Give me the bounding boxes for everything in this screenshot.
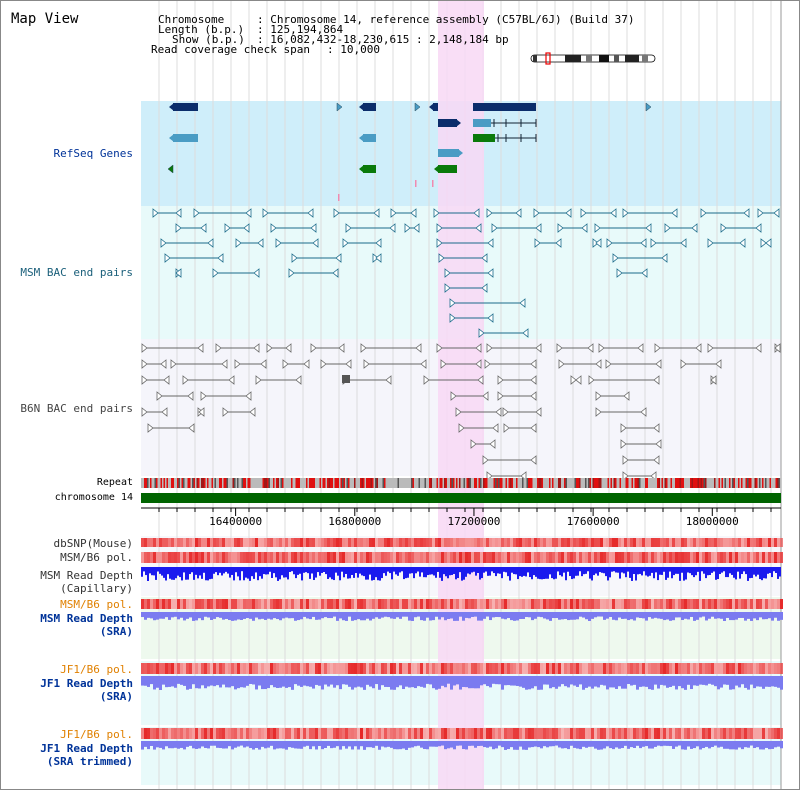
page-title: Map View — [11, 11, 79, 27]
gene-marker — [336, 102, 343, 112]
gene-marker — [414, 102, 421, 112]
refseq-gene — [363, 134, 376, 142]
read-coverage-span-key: Read coverage check span — [151, 43, 310, 56]
read-coverage-span-value: : 10,000 — [327, 43, 380, 56]
track-label-msm-depth-capillary[interactable]: MSM Read Depth — [40, 569, 133, 582]
repeat-track — [141, 478, 781, 488]
track-label-jf1-depth-trimmed[interactable]: JF1 Read Depth — [40, 742, 133, 755]
track-label-jf1-depth-sra[interactable]: JF1 Read Depth — [40, 677, 133, 690]
track-label-msm-b6-pol-sra[interactable]: MSM/B6 pol. — [60, 598, 133, 611]
track-label-msm-bac[interactable]: MSM BAC end pairs — [20, 266, 133, 279]
track-label-jf1-depth-sra-sub: (SRA) — [99, 690, 133, 703]
chromosome-ideogram[interactable] — [529, 52, 659, 66]
current-region-marker — [545, 52, 551, 65]
track-label-msm-depth-capillary-sub: (Capillary) — [60, 582, 133, 595]
track-label-refseq-genes[interactable]: RefSeq Genes — [53, 147, 133, 160]
show-key: Show (b.p.) — [172, 33, 245, 46]
refseq-gene — [473, 134, 495, 142]
refseq-gene — [438, 149, 459, 157]
track-label-chromosome: chromosome 14 — [54, 492, 133, 503]
dbsnp-heat-strip — [141, 538, 781, 547]
axis-tick-label: 17200000 — [447, 515, 500, 528]
selected-region-highlight — [438, 1, 484, 789]
refseq-gene — [438, 119, 457, 127]
axis-tick-label: 17600000 — [567, 515, 620, 528]
track-label-jf1-depth-trimmed-sub: (SRA trimmed) — [46, 755, 133, 768]
refseq-gene — [173, 103, 198, 111]
gene-marker — [167, 164, 174, 174]
track-label-b6n-bac[interactable]: B6N BAC end pairs — [20, 402, 133, 415]
refseq-gene — [438, 165, 457, 173]
refseq-gene — [363, 103, 376, 111]
length-value: : 125,194,864 — [257, 23, 344, 36]
show-value: : 16,082,432-18,230,615 : 2,148,184 bp — [257, 33, 509, 46]
track-label-jf1-b6-pol[interactable]: JF1/B6 pol. — [60, 663, 133, 676]
refseq-gene — [473, 103, 536, 111]
chromosome-key: Chromosome — [158, 13, 225, 26]
refseq-gene — [433, 103, 438, 111]
gene-marker — [645, 102, 652, 112]
axis-tick-label: 16800000 — [328, 515, 381, 528]
track-label-msm-depth-sra-sub: (SRA) — [99, 625, 133, 638]
track-label-dbsnp[interactable]: dbSNP(Mouse) — [53, 537, 133, 550]
track-label-msm-b6-pol[interactable]: MSM/B6 pol. — [60, 551, 133, 564]
track-label-repeat[interactable]: Repeat — [96, 477, 133, 488]
refseq-gene — [173, 134, 198, 142]
chromosome-bar — [141, 493, 781, 503]
msm-b6-pol-sra-strip — [141, 599, 781, 609]
axis-tick-label: 16400000 — [209, 515, 262, 528]
b6n-bac-end — [342, 375, 350, 383]
length-key: Length (b.p.) — [158, 23, 245, 36]
refseq-gene — [473, 119, 491, 127]
jf1-b6-pol-strip — [141, 663, 781, 674]
refseq-gene — [363, 165, 376, 173]
track-label-msm-depth-sra[interactable]: MSM Read Depth — [40, 612, 133, 625]
track-label-jf1-b6-pol-trimmed[interactable]: JF1/B6 pol. — [60, 728, 133, 741]
axis-tick-label: 18000000 — [686, 515, 739, 528]
chromosome-value: : Chromosome 14, reference assembly (C57… — [257, 13, 635, 26]
